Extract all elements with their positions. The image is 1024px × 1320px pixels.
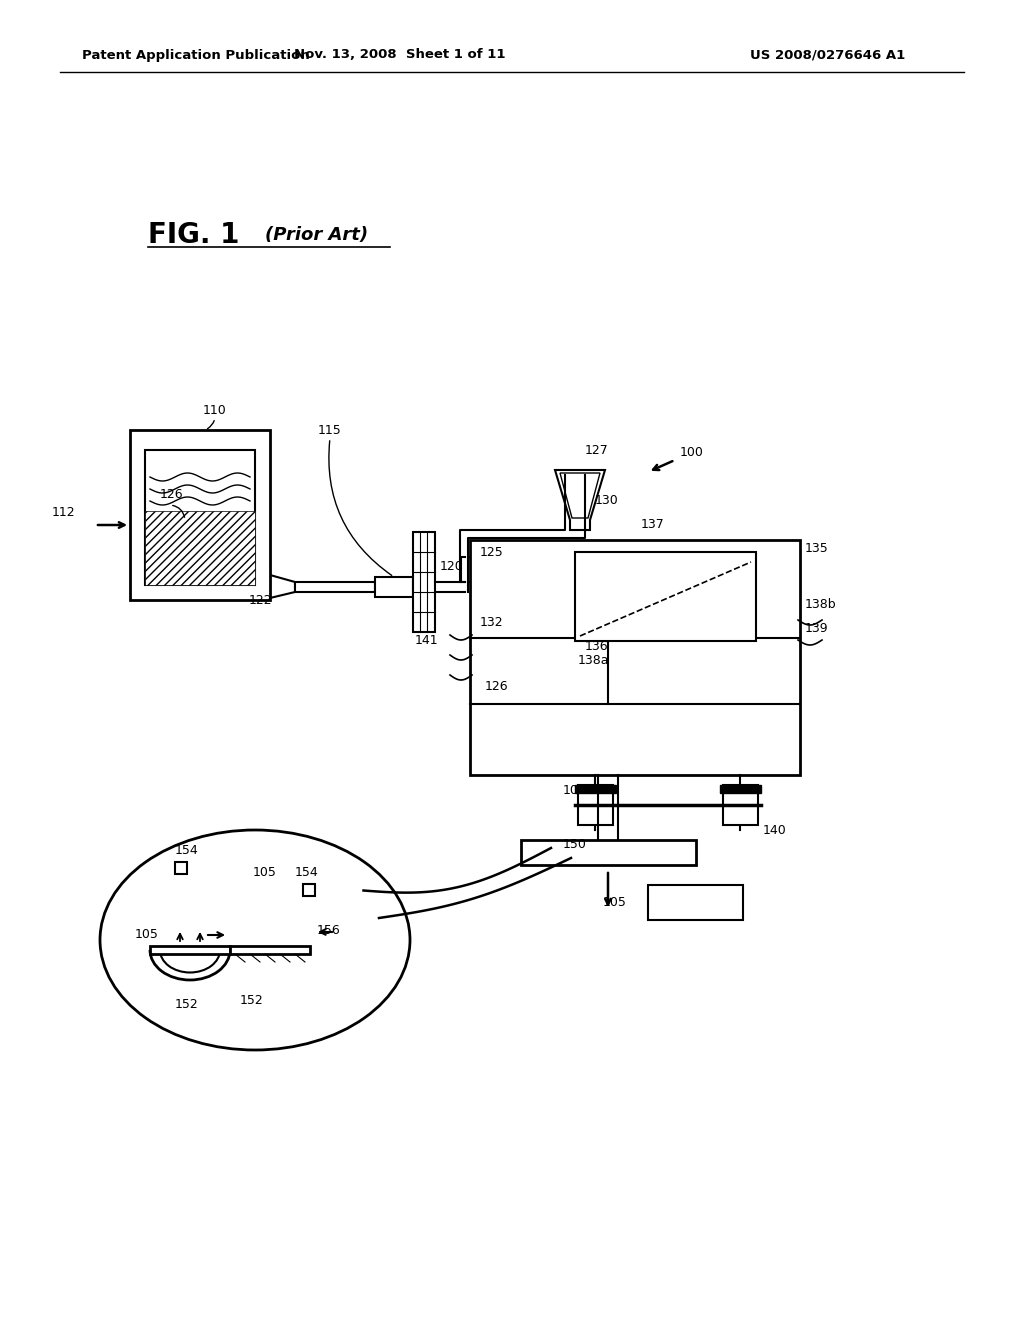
Text: US 2008/0276646 A1: US 2008/0276646 A1 [750,49,905,62]
Text: 136: 136 [585,639,608,652]
Text: 127: 127 [585,444,608,457]
Text: 125: 125 [480,545,504,558]
Text: 152: 152 [175,998,199,1011]
Text: 138b: 138b [805,598,837,611]
Bar [150,946,230,954]
Polygon shape [255,576,295,598]
Polygon shape [555,470,605,531]
Text: 120: 120 [440,561,464,573]
Text: Patent Application Publication: Patent Application Publication [82,49,309,62]
Text: 115: 115 [318,424,342,437]
Bar [303,884,315,896]
Text: 152: 152 [240,994,264,1006]
Bar [648,884,743,920]
Text: (Prior Art): (Prior Art) [265,226,368,244]
Bar [575,552,756,642]
Text: 156: 156 [317,924,341,936]
Text: 135: 135 [805,541,828,554]
Bar [723,785,758,825]
Text: 139: 139 [805,622,828,635]
Bar [521,840,696,865]
Polygon shape [560,473,600,517]
Text: 154: 154 [295,866,318,879]
Bar [375,577,413,597]
Bar [295,582,375,591]
Text: 150: 150 [563,838,587,851]
Bar [578,785,613,825]
Text: 105: 105 [135,928,159,941]
Text: 154: 154 [175,843,199,857]
Bar [145,450,255,585]
Text: 138a: 138a [578,653,609,667]
Text: 112: 112 [51,507,75,520]
Text: 126: 126 [485,680,509,693]
Text: FIG. 1: FIG. 1 [148,220,240,249]
Text: Nov. 13, 2008  Sheet 1 of 11: Nov. 13, 2008 Sheet 1 of 11 [294,49,506,62]
Text: 137: 137 [641,519,665,532]
Bar [145,511,255,585]
Bar [130,430,270,601]
Text: 140: 140 [763,824,786,837]
Bar [175,862,187,874]
Text: 141: 141 [415,634,438,647]
Text: 132: 132 [480,616,504,630]
Text: 105: 105 [603,895,627,908]
Text: 130: 130 [595,494,618,507]
Text: 110: 110 [203,404,227,417]
Bar [470,540,800,775]
Text: 105: 105 [563,784,587,796]
Bar [413,532,435,632]
Text: 122: 122 [248,594,271,606]
Bar [720,785,761,793]
Text: 100: 100 [680,446,703,458]
Bar [575,785,616,793]
Bar [230,946,310,954]
Text: 105: 105 [253,866,276,879]
Text: 126: 126 [160,488,183,502]
